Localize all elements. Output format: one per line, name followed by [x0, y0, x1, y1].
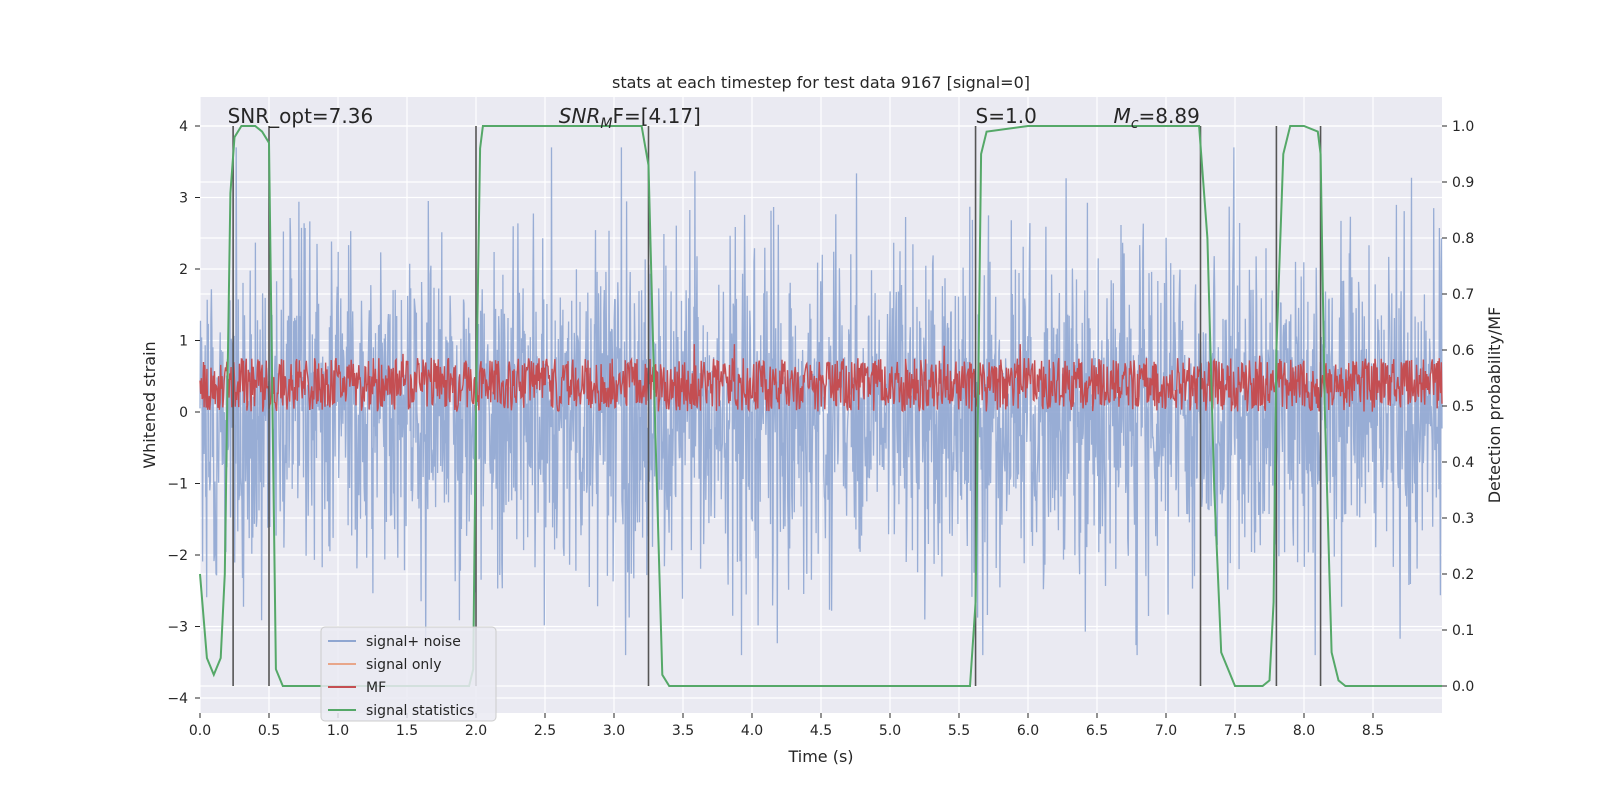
axis-ticks: 0.0 0.5 1.0 1.5 2.0 2.5 3.0 3.5 4.0 4.5 5.0 5.5 6.0 6…	[167, 119, 1474, 739]
x-tick-label: 7.5	[1224, 723, 1246, 739]
signal-noise-series	[199, 147, 1443, 656]
x-tick-label: 1.5	[396, 723, 418, 739]
y-tick-label-right: 0.4	[1452, 455, 1474, 471]
y-tick-label-right: 0.2	[1452, 567, 1474, 583]
y-tick-label-right: 0.3	[1452, 511, 1474, 527]
y-tick-label-right: 0.0	[1452, 679, 1474, 695]
x-tick-label: 0.0	[189, 723, 211, 739]
y-tick-label-right: 0.9	[1452, 175, 1474, 191]
chart-title: stats at each timestep for test data 916…	[612, 73, 1030, 92]
annotation-text: SNRMF=[4.17]	[559, 104, 701, 132]
y-tick-label-right: 0.1	[1452, 623, 1474, 639]
x-tick-label: 1.0	[327, 723, 349, 739]
x-tick-label: 3.0	[603, 723, 625, 739]
x-axis-label: Time (s)	[787, 747, 853, 766]
legend-label: signal+ noise	[366, 634, 461, 650]
legend-label: signal statistics	[366, 703, 474, 719]
y-tick-label-left: −1	[167, 477, 188, 493]
annotation-text: SNR_opt=7.36	[228, 104, 374, 128]
x-tick-label: 5.5	[948, 723, 970, 739]
x-tick-label: 2.0	[465, 723, 487, 739]
y-tick-label-left: 0	[179, 405, 188, 421]
legend-box	[320, 626, 497, 722]
y-tick-label-left: −3	[167, 620, 188, 636]
x-tick-label: 6.0	[1017, 723, 1039, 739]
signal-statistics-series	[199, 125, 1442, 687]
annotation-text: Mc=8.89	[1114, 104, 1200, 132]
y-tick-label-left: 4	[179, 119, 188, 135]
x-tick-label: 8.5	[1362, 723, 1384, 739]
y-tick-label-right: 0.5	[1452, 399, 1474, 415]
x-tick-label: 2.5	[534, 723, 556, 739]
x-tick-label: 5.0	[879, 723, 901, 739]
y-axis-label-right: Detection probability/MF	[1485, 307, 1504, 504]
y-tick-label-left: 1	[179, 334, 188, 350]
x-tick-label: 0.5	[258, 723, 280, 739]
x-tick-label: 7.0	[1155, 723, 1177, 739]
x-tick-label: 4.5	[810, 723, 832, 739]
y-tick-label-right: 0.8	[1452, 231, 1474, 247]
y-tick-label-left: 3	[179, 191, 188, 207]
y-axis-label-left: Whitened strain	[140, 341, 159, 468]
y-tick-label-right: 1.0	[1452, 119, 1474, 135]
y-tick-label-left: −4	[167, 691, 188, 707]
y-tick-label-left: 2	[179, 262, 188, 278]
signal-noise-line	[199, 147, 1443, 656]
x-tick-label: 6.5	[1086, 723, 1108, 739]
legend: signal+ noise signal only MF signal statist…	[320, 626, 497, 722]
legend-label: MF	[366, 680, 386, 696]
annotation-text: S=1.0	[976, 104, 1037, 128]
x-tick-label: 8.0	[1293, 723, 1315, 739]
legend-label: signal only	[366, 657, 441, 673]
mf-series	[199, 344, 1443, 413]
y-tick-label-right: 0.7	[1452, 287, 1474, 303]
mf-line	[199, 344, 1443, 413]
annotations: SNR_opt=7.36 SNRMF=[4.17] S=1.0 Mc=8.89	[228, 104, 1200, 132]
signal-statistics-line	[199, 125, 1442, 687]
x-tick-label: 3.5	[672, 723, 694, 739]
y-tick-label-right: 0.6	[1452, 343, 1474, 359]
x-tick-label: 4.0	[741, 723, 763, 739]
y-tick-label-left: −2	[167, 548, 188, 564]
